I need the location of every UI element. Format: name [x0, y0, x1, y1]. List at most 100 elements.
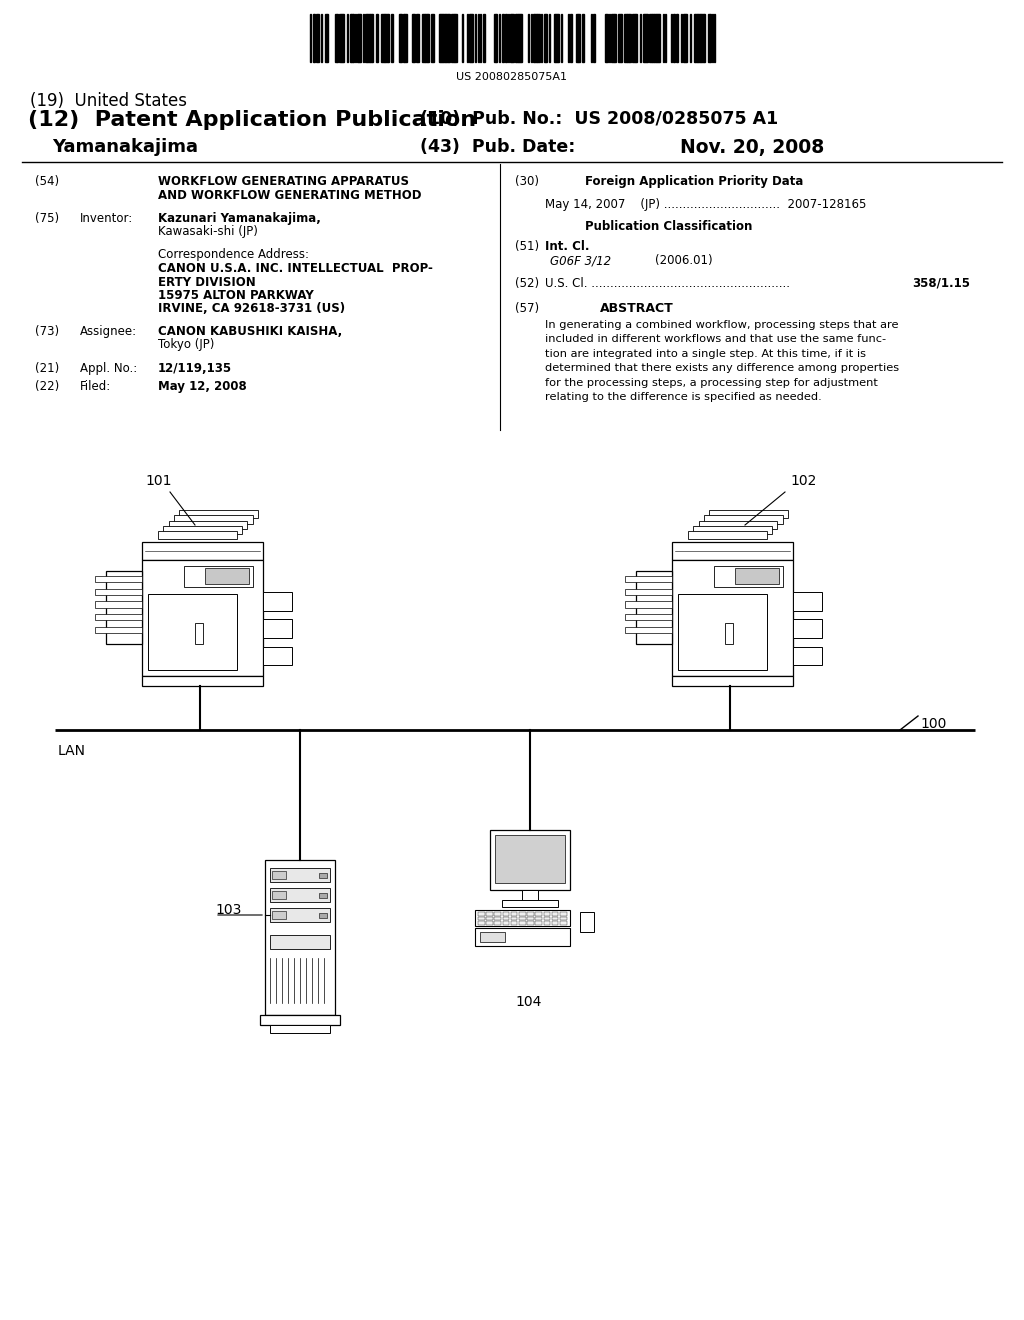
Bar — [163, 525, 242, 535]
Text: May 12, 2008: May 12, 2008 — [158, 380, 247, 393]
Bar — [511, 921, 517, 924]
Bar — [536, 912, 542, 916]
Bar — [580, 912, 594, 932]
Bar — [495, 912, 501, 916]
Bar — [709, 510, 787, 519]
Text: IRVINE, CA 92618-3731 (US): IRVINE, CA 92618-3731 (US) — [158, 302, 345, 315]
Bar — [624, 15, 627, 62]
Text: U.S. Cl. .....................................................: U.S. Cl. ...............................… — [545, 277, 790, 290]
Bar — [319, 913, 327, 917]
Text: Appl. No.:: Appl. No.: — [80, 362, 137, 375]
Bar — [578, 15, 580, 62]
Text: 15975 ALTON PARKWAY: 15975 ALTON PARKWAY — [158, 289, 313, 302]
Bar — [478, 916, 484, 920]
Bar — [511, 916, 517, 920]
Bar — [552, 921, 558, 924]
Text: (12)  Patent Application Publication: (12) Patent Application Publication — [28, 110, 476, 129]
Bar — [654, 15, 656, 62]
Bar — [270, 908, 330, 921]
Text: LAN: LAN — [58, 744, 86, 758]
Bar — [272, 871, 286, 879]
Text: Kawasaki-shi (JP): Kawasaki-shi (JP) — [158, 224, 258, 238]
Bar — [478, 921, 484, 924]
Text: 103: 103 — [215, 903, 242, 917]
Bar — [698, 15, 700, 62]
Bar — [611, 15, 614, 62]
Bar — [793, 591, 822, 611]
Text: AND WORKFLOW GENERATING METHOD: AND WORKFLOW GENERATING METHOD — [158, 189, 422, 202]
Bar — [672, 541, 793, 561]
Bar — [270, 888, 330, 902]
Bar — [105, 570, 142, 644]
Bar — [502, 15, 504, 62]
Bar — [263, 591, 293, 611]
Bar — [205, 568, 250, 583]
Text: 102: 102 — [790, 474, 816, 488]
Bar — [142, 541, 263, 561]
Bar — [142, 676, 263, 686]
Bar — [715, 566, 782, 586]
Bar — [95, 576, 142, 582]
Bar — [95, 589, 142, 595]
Bar — [575, 15, 578, 62]
Bar — [195, 623, 203, 644]
Bar — [544, 921, 550, 924]
Bar — [552, 912, 558, 916]
Bar — [365, 15, 367, 62]
Bar — [708, 15, 710, 62]
Text: CANON U.S.A. INC. INTELLECTUAL  PROP-: CANON U.S.A. INC. INTELLECTUAL PROP- — [158, 261, 433, 275]
Bar — [370, 15, 372, 62]
Bar — [483, 15, 485, 62]
Bar — [486, 921, 493, 924]
Bar — [381, 15, 384, 62]
Bar — [95, 602, 142, 607]
Bar — [527, 912, 534, 916]
Bar — [735, 568, 779, 583]
Bar — [179, 510, 258, 519]
Bar — [652, 15, 654, 62]
Bar — [636, 570, 672, 644]
Bar — [490, 830, 570, 890]
Bar — [95, 614, 142, 620]
Bar — [480, 932, 505, 942]
Bar — [625, 602, 672, 607]
Bar — [582, 15, 584, 62]
Text: ERTY DIVISION: ERTY DIVISION — [158, 276, 256, 289]
Bar — [486, 912, 493, 916]
Bar — [693, 525, 772, 535]
Bar — [265, 861, 335, 1015]
Bar — [725, 623, 733, 644]
Text: Yamanakajima: Yamanakajima — [52, 139, 198, 156]
Bar — [678, 594, 767, 669]
Text: (75): (75) — [35, 213, 59, 224]
Bar — [625, 627, 672, 632]
Bar — [536, 916, 542, 920]
Text: (54): (54) — [35, 176, 59, 187]
Bar — [519, 921, 525, 924]
Bar — [503, 921, 509, 924]
Bar — [552, 916, 558, 920]
Bar — [431, 15, 434, 62]
Bar — [672, 676, 793, 686]
Bar — [147, 594, 237, 669]
Bar — [325, 15, 327, 62]
Bar — [625, 614, 672, 620]
Bar — [385, 15, 388, 62]
Bar — [625, 576, 672, 582]
Bar — [158, 531, 237, 540]
Bar — [649, 15, 652, 62]
Bar — [425, 15, 427, 62]
Bar — [446, 15, 449, 62]
Bar — [522, 890, 538, 900]
Bar — [404, 15, 407, 62]
Bar — [270, 869, 330, 882]
Text: Publication Classification: Publication Classification — [585, 220, 753, 234]
Bar — [701, 15, 705, 62]
Bar — [544, 916, 550, 920]
Text: (22): (22) — [35, 380, 59, 393]
Bar — [512, 15, 514, 62]
Bar — [632, 15, 635, 62]
Bar — [793, 647, 822, 665]
Bar — [593, 15, 595, 62]
Text: ABSTRACT: ABSTRACT — [600, 302, 674, 315]
